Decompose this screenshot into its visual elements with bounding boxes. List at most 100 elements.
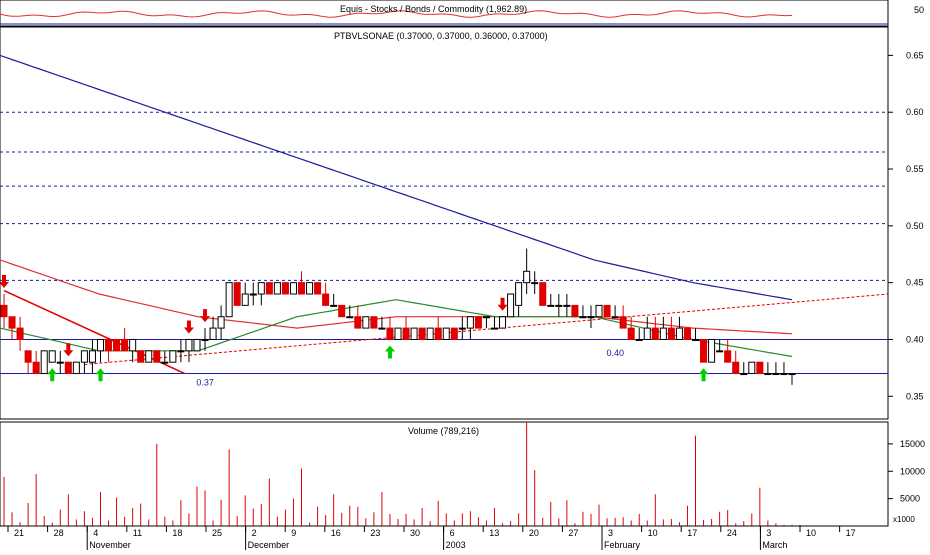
candle-body [732,361,740,375]
candle [241,282,249,306]
buy-signal-arrow [47,368,58,382]
candle-body [579,316,587,319]
month-label: November [89,540,131,550]
candle-body [273,282,281,295]
moving-average-line [0,259,793,335]
candle [515,282,523,317]
day-tick-label: 10 [648,528,658,538]
candle [627,316,635,340]
volume-panel: Volume (789,216) 15000 10000 5000 x1000 [0,421,925,527]
candle-body [330,304,338,307]
day-tick-label: 17 [846,528,856,538]
candle-body [289,282,297,295]
candle-body [153,350,161,363]
candle-body [627,327,635,340]
candle-body [201,338,209,341]
candle-body [249,293,257,296]
candle [531,271,539,295]
candle [225,282,233,318]
candle-body [659,327,667,340]
buy-signal-arrow [698,368,709,382]
candle [619,305,627,329]
candle-body [442,327,450,340]
candle [80,350,88,374]
candle-body [32,361,40,375]
day-tick-label: 2 [252,528,257,538]
candle [56,350,64,374]
candle-body [611,316,619,319]
candle-body [683,327,691,340]
candle-body [64,361,72,375]
candle [547,294,555,307]
candle [346,305,354,319]
candle [667,316,675,340]
candle-body [88,350,96,363]
candle [764,362,772,376]
sell-signal-arrow [63,343,74,357]
day-tick-label: 3 [608,528,613,538]
candle-body [691,338,700,341]
candle-body [40,350,48,375]
price-axis-label: 0.45 [906,278,924,288]
candle [611,305,619,319]
price-axis-label: 0.60 [906,107,924,117]
candle [322,282,330,306]
candle [499,316,507,329]
candle [780,362,788,376]
volume-panel-title: Volume (789,216) [408,426,479,436]
moving-average-line [0,54,793,301]
candle-body [619,316,627,329]
candle [16,316,24,351]
candle-body [48,350,56,363]
candle-body [595,304,603,318]
candle-body [756,361,764,375]
candle [740,362,748,376]
candle-body [531,282,539,285]
candle [386,316,394,340]
volume-bars [3,422,825,526]
candle-body [724,350,732,363]
candle-body [281,282,289,295]
candle [105,338,113,363]
price-panel-title: PTBVLSONAE (0.37000, 0.37000, 0.36000, 0… [334,31,548,41]
price-axis: 0.65 0.60 0.55 0.50 0.45 0.40 0.35 [888,50,924,401]
candle [724,339,732,363]
candle-body [24,350,32,363]
candle [362,316,370,329]
candle [683,327,691,340]
candle [314,282,322,295]
candle [788,373,796,385]
candle [418,327,426,340]
candle-body [370,316,378,329]
month-labels: November December 2003 February March [86,526,787,550]
candle [8,316,16,340]
day-tick-label: 20 [529,528,539,538]
candle-body [499,316,507,329]
sell-signal-arrow [497,297,508,311]
candle [571,304,579,318]
candle-body [145,350,153,363]
candle [434,316,442,340]
candle [442,327,450,340]
day-ticks: 21 28 4 11 18 25 2 9 16 23 30 6 13 20 27 3 10 17 24 3 10 17 [7,526,856,538]
day-tick-label: 27 [568,528,578,538]
candle [651,316,659,340]
candle-body [418,327,426,340]
top-panel-axis-label: 50 [914,5,924,15]
candle-body [700,338,708,363]
volume-axis-label: 10000 [900,466,925,476]
price-panel-frame [0,26,889,420]
candle-body [209,327,217,340]
candle [96,338,105,363]
candle-body [241,293,249,306]
day-tick-label: 18 [172,528,182,538]
candle [482,316,490,329]
day-tick-label: 21 [14,528,24,538]
price-axis-label: 0.65 [906,50,924,60]
candle [233,282,241,306]
candle [378,316,386,330]
top-panel-frame [0,0,889,27]
candle [0,294,8,329]
candle-body [643,327,651,340]
candle-body [482,316,490,319]
